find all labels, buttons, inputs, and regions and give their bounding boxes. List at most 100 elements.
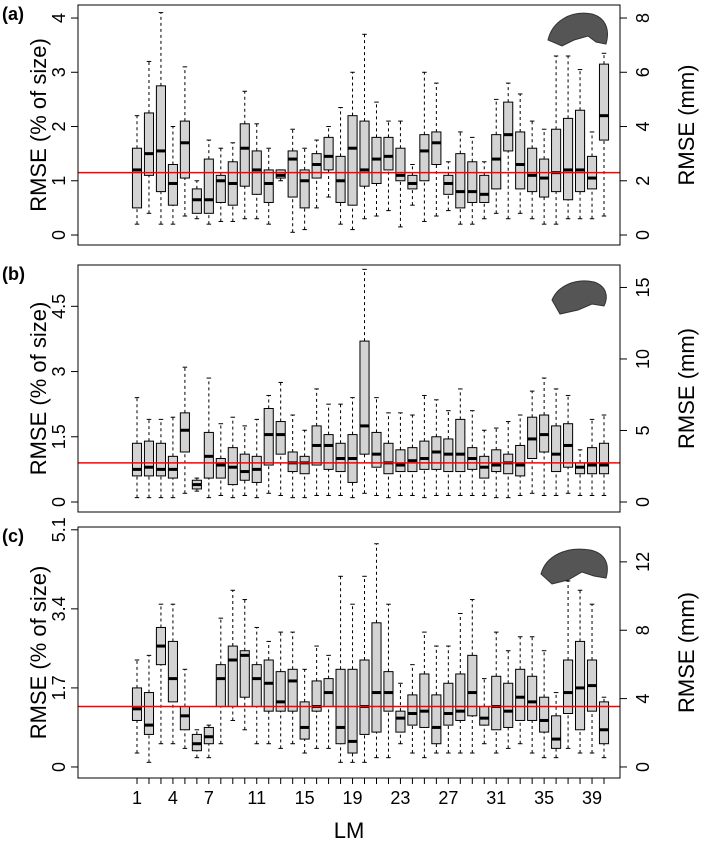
box xyxy=(515,131,526,190)
box xyxy=(479,174,490,203)
y-tick-label: 5.1 xyxy=(49,517,69,542)
x-tick-label: 7 xyxy=(204,788,214,808)
y2-tick-label: 2 xyxy=(633,176,653,186)
x-axis-title: LM xyxy=(334,818,365,843)
y2-axis-title: RMSE (mm) xyxy=(674,592,699,713)
box xyxy=(395,147,406,182)
box xyxy=(311,680,322,712)
box xyxy=(443,682,454,726)
box xyxy=(503,101,514,152)
y2-tick-label: 4 xyxy=(633,122,653,132)
box xyxy=(167,640,178,703)
box xyxy=(215,664,226,708)
box xyxy=(359,340,370,455)
box xyxy=(419,134,430,182)
box xyxy=(167,455,178,479)
box xyxy=(251,664,262,708)
box xyxy=(179,706,190,731)
y2-tick-label: 0 xyxy=(633,762,653,772)
y2-tick-label: 8 xyxy=(633,625,653,635)
box xyxy=(455,673,466,721)
box xyxy=(491,675,502,731)
x-tick-label: 19 xyxy=(343,788,363,808)
box xyxy=(299,455,310,475)
box xyxy=(179,412,190,453)
plot-frame xyxy=(77,526,621,779)
box xyxy=(359,120,370,187)
y2-tick-label: 10 xyxy=(633,349,653,369)
box xyxy=(299,169,310,209)
x-tick-label: 39 xyxy=(582,788,602,808)
box xyxy=(371,622,382,733)
y-tick-label: 1.7 xyxy=(49,675,69,700)
box xyxy=(287,668,298,712)
box xyxy=(299,701,310,740)
box xyxy=(263,408,274,466)
box xyxy=(527,675,538,721)
box xyxy=(239,123,250,187)
box xyxy=(467,654,478,717)
box xyxy=(503,682,514,728)
y2-tick-label: 4 xyxy=(633,694,653,704)
box xyxy=(575,109,586,193)
x-tick-label: 15 xyxy=(295,788,315,808)
box xyxy=(586,447,598,475)
box xyxy=(359,659,370,735)
y2-axis-title: RMSE (mm) xyxy=(674,65,699,186)
box xyxy=(239,453,250,481)
box xyxy=(155,442,166,477)
box xyxy=(143,112,155,176)
box xyxy=(155,85,166,193)
box xyxy=(455,153,466,209)
y-tick-label: 3 xyxy=(49,367,69,377)
box xyxy=(419,673,430,728)
y-tick-label: 4.5 xyxy=(49,294,69,319)
box xyxy=(598,442,610,475)
box xyxy=(395,710,406,733)
panel: 0 1 2 3 4 0 2 4 6 8 RMSE (% of size) RMSE (mm) (a) xyxy=(2,4,699,246)
box xyxy=(203,158,214,214)
box xyxy=(551,128,562,193)
y-tick-label: 3.4 xyxy=(49,596,69,621)
box xyxy=(263,659,274,712)
x-tick-label: 1 xyxy=(132,788,142,808)
y-tick-label: 0 xyxy=(49,230,69,240)
x-tick-label: 31 xyxy=(486,788,506,808)
box xyxy=(323,434,334,470)
x-tick-label: 23 xyxy=(390,788,410,808)
y2-tick-label: 5 xyxy=(633,425,653,435)
x-tick-label: 35 xyxy=(534,788,554,808)
box xyxy=(287,150,298,198)
box xyxy=(371,431,382,468)
box xyxy=(515,668,526,721)
box xyxy=(527,147,538,193)
box xyxy=(551,715,562,749)
box xyxy=(598,701,610,745)
box xyxy=(263,169,274,203)
box xyxy=(383,442,394,475)
box xyxy=(383,136,394,171)
box xyxy=(551,425,562,473)
box xyxy=(563,659,574,714)
y2-tick-label: 8 xyxy=(633,13,653,23)
y2-tick-label: 6 xyxy=(633,67,653,77)
y-tick-label: 0 xyxy=(49,762,69,772)
x-tick-label: 4 xyxy=(168,788,178,808)
box xyxy=(431,131,442,165)
y-tick-label: 3 xyxy=(49,67,69,77)
y2-tick-label: 15 xyxy=(633,277,653,297)
panel: 0 1.7 3.4 5.1 0 4 8 12 RMSE (% of size) RMSE (mm)… xyxy=(2,517,699,843)
y-tick-label: 2 xyxy=(49,122,69,132)
box xyxy=(479,706,490,726)
y-axis-title: RMSE (% of size) xyxy=(26,566,51,740)
box xyxy=(491,134,502,190)
y2-tick-label: 12 xyxy=(633,552,653,572)
box xyxy=(395,449,406,473)
box xyxy=(491,449,502,473)
y2-tick-label: 0 xyxy=(633,230,653,240)
y-tick-label: 1.5 xyxy=(49,424,69,449)
panel-label: (b) xyxy=(2,264,25,284)
plot-frame xyxy=(77,264,621,513)
box xyxy=(563,117,574,201)
